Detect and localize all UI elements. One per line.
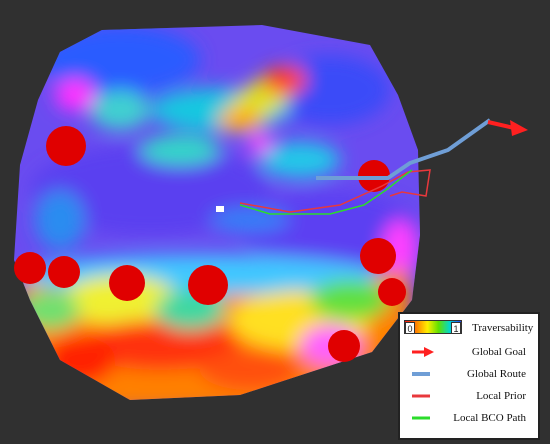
- traversability-gradient: 0 1: [404, 320, 462, 334]
- traversability-scale: 0 1 Traversability: [400, 314, 538, 338]
- legend-item-global-goal: Global Goal: [406, 344, 532, 360]
- map-legend: 0 1 Traversability Global Goal Global Ro…: [398, 312, 540, 440]
- legend-item-global-route: Global Route: [406, 366, 532, 382]
- legend-item-local-prior: Local Prior: [406, 388, 532, 404]
- obstacle: [328, 330, 360, 362]
- obstacle: [188, 265, 228, 305]
- legend-label-local-bco-path: Local BCO Path: [453, 412, 526, 424]
- obstacle: [48, 256, 80, 288]
- obstacle: [109, 265, 145, 301]
- robot-marker: [216, 206, 224, 212]
- line-swatch-icon: [406, 366, 442, 382]
- local-bco-path-line: [239, 169, 413, 215]
- legend-label-local-prior: Local Prior: [476, 390, 526, 402]
- obstacle: [46, 126, 86, 166]
- scale-min-label: 0: [405, 322, 415, 334]
- local-prior-line: [239, 169, 431, 213]
- legend-label-global-goal: Global Goal: [471, 346, 526, 358]
- legend-label-global-route: Global Route: [467, 368, 526, 380]
- legend-item-local-bco-path: Local BCO Path: [406, 410, 532, 426]
- global-goal-arrow: [487, 120, 528, 136]
- scale-max-label: 1: [451, 322, 461, 334]
- obstacle: [14, 252, 46, 284]
- global-route-line: [316, 118, 492, 180]
- obstacle: [360, 238, 396, 274]
- line-swatch-icon: [406, 388, 442, 404]
- obstacle: [378, 278, 406, 306]
- traversability-label: Traversability: [472, 322, 534, 334]
- arrow-icon: [406, 344, 442, 360]
- line-swatch-icon: [406, 410, 442, 426]
